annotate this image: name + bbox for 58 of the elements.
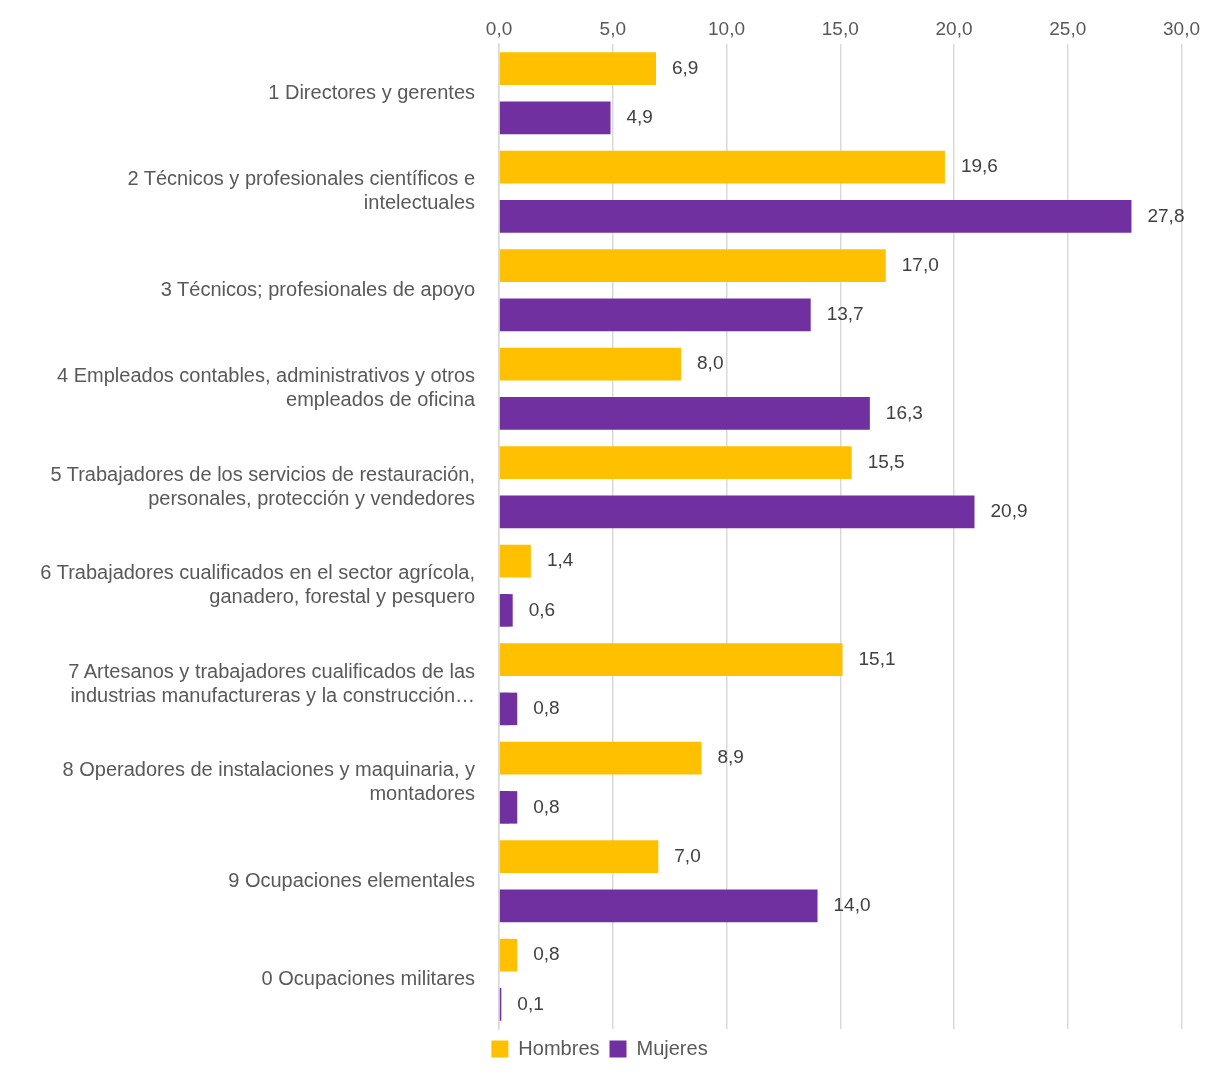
data-label: 0,1 (517, 992, 544, 1014)
x-tick-label: 15,0 (821, 17, 859, 39)
bar (499, 52, 657, 85)
x-tick-label: 30,0 (1163, 17, 1200, 39)
data-label: 8,9 (717, 746, 744, 768)
bar (499, 347, 682, 381)
y-tick-label: 2 Técnicos y profesionales científicos e intelectuales (127, 167, 476, 214)
x-tick-label: 25,0 (1049, 17, 1087, 39)
bar (499, 249, 886, 282)
y-tick-label: 8 Operadores de instalaciones y maquinaria, y montadores (62, 758, 476, 805)
bar (499, 397, 870, 430)
data-label: 7,0 (674, 844, 701, 866)
data-label: 1,4 (546, 549, 574, 571)
y-tick-label: 7 Artesanos y trabajadores cualificados de las industrias manufactureras y la construcción… (68, 659, 476, 706)
bar (499, 446, 852, 479)
data-label: 17,0 (901, 253, 939, 275)
x-tick-label: 20,0 (935, 17, 973, 39)
data-label: 8,0 (697, 352, 724, 374)
legend-label: Hombres (518, 1036, 600, 1059)
data-label: 0,8 (533, 697, 560, 719)
data-label: 14,0 (833, 894, 871, 916)
bar (499, 594, 513, 627)
x-tick-label: 10,0 (708, 17, 746, 39)
data-label: 20,9 (990, 500, 1028, 522)
bar (499, 741, 702, 775)
bar (499, 840, 659, 873)
y-tick-label: 9 Ocupaciones elementales (228, 868, 476, 891)
bar (499, 298, 811, 332)
bar (499, 889, 818, 923)
bar (499, 200, 1132, 233)
y-tick-label: 1 Directores y gerentes (268, 80, 476, 103)
y-tick-label: 6 Trabajadores cualificados en el sector agrícola, ganadero, forestal y pesquero (40, 561, 476, 608)
bar (499, 692, 518, 726)
x-tick-label: 5,0 (599, 17, 626, 39)
data-label: 13,7 (826, 303, 864, 325)
bar (499, 101, 611, 135)
bar (499, 938, 518, 972)
data-label: 4,9 (626, 106, 653, 128)
bar (499, 495, 975, 529)
data-label: 27,8 (1147, 204, 1185, 226)
x-tick-label: 0,0 (485, 17, 513, 39)
data-label: 0,8 (533, 795, 560, 817)
bar (499, 643, 843, 676)
y-tick-label: 4 Empleados contables, administrativos y otros empleados de oficina (57, 364, 476, 411)
data-label: 0,8 (533, 943, 560, 965)
y-tick-label: 0 Ocupaciones militares (261, 967, 476, 990)
bar (499, 791, 518, 824)
y-tick-label: 3 Técnicos; profesionales de apoyo (160, 277, 476, 300)
data-label: 0,6 (528, 598, 556, 620)
bar (499, 544, 531, 578)
data-label: 19,6 (960, 155, 998, 177)
legend-label: Mujeres (636, 1036, 708, 1059)
data-label: 15,1 (858, 647, 896, 669)
data-label: 15,5 (867, 450, 905, 472)
data-label: 6,9 (672, 56, 699, 78)
y-tick-label: 5 Trabajadores de los servicios de restauración, personales, protección y vendedores (50, 462, 476, 509)
data-label: 16,3 (885, 401, 923, 423)
bar (499, 150, 945, 184)
